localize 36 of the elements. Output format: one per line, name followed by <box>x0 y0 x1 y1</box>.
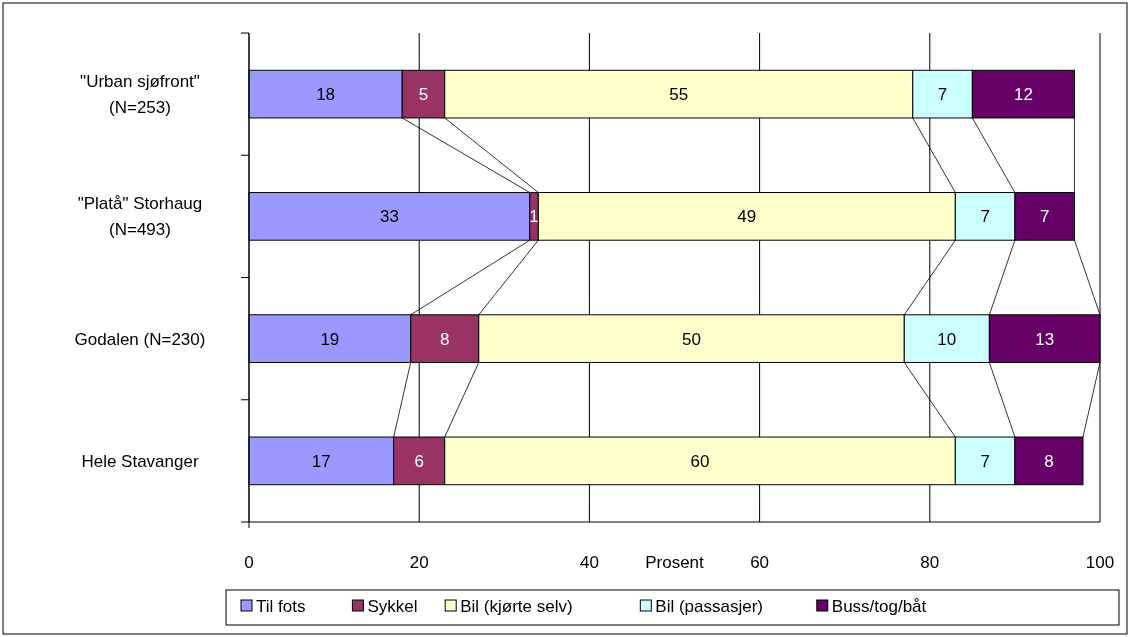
data-label: 49 <box>737 207 757 227</box>
y-tick-label: Hele Stavanger <box>81 451 199 471</box>
data-label: 19 <box>320 329 340 349</box>
legend-label: Bil (kjørte selv) <box>460 597 573 616</box>
data-label: 7 <box>980 207 990 227</box>
x-tick-label: 20 <box>409 553 429 572</box>
y-tick-label: Godalen (N=230) <box>74 329 206 349</box>
x-tick-label: 0 <box>244 553 254 572</box>
data-label: 8 <box>440 329 450 349</box>
data-label: 7 <box>937 85 948 105</box>
data-label: 18 <box>316 85 336 105</box>
legend-label: Sykkel <box>367 597 418 616</box>
legend-label: Til fots <box>256 597 306 616</box>
x-tick-label: 40 <box>579 553 599 572</box>
legend-label: Buss/tog/båt <box>831 597 927 616</box>
data-label: 1 <box>529 207 539 227</box>
data-label: 7 <box>980 451 990 471</box>
data-label: 55 <box>669 85 689 105</box>
data-label: 7 <box>1039 207 1050 227</box>
x-tick-label: 60 <box>750 553 770 572</box>
data-label: 13 <box>1035 329 1055 349</box>
y-tick-label: "Platå" Storhaug (N=493) <box>77 194 203 240</box>
data-label: 6 <box>414 451 424 471</box>
data-label: 17 <box>311 451 331 471</box>
data-label: 5 <box>418 85 429 105</box>
data-label: 10 <box>937 329 957 349</box>
x-tick-label: 80 <box>920 553 940 572</box>
x-tick-label: 100 <box>1085 553 1115 572</box>
data-label: 50 <box>682 329 701 349</box>
data-label: 33 <box>379 207 399 227</box>
x-axis-title: Prosent <box>645 553 705 572</box>
data-label: 12 <box>1013 85 1033 105</box>
y-tick-label: "Urban sjøfront" (N=253) <box>80 72 200 118</box>
legend-label: Bil (passasjer) <box>655 597 763 616</box>
data-label: 60 <box>690 451 710 471</box>
data-label: 8 <box>1044 451 1054 471</box>
